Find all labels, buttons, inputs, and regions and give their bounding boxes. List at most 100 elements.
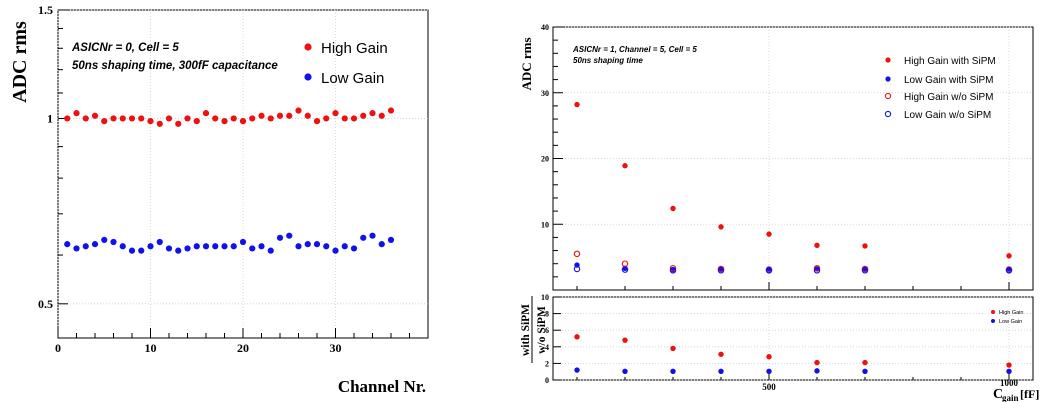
right-x-axis-label-unit: [fF] — [1020, 387, 1039, 401]
left-point-high-gain — [276, 112, 284, 119]
right-ratio-point-low-gain — [814, 368, 820, 374]
left-x-tick-label: 0 — [55, 341, 61, 355]
left-point-high-gain — [341, 115, 348, 122]
left-point-high-gain — [249, 115, 256, 122]
right-x-axis-label-sub: gain — [1002, 393, 1019, 402]
right-point-high-gain-with-sipm — [1006, 253, 1012, 259]
left-point-low-gain — [276, 234, 284, 241]
left-point-low-gain — [369, 232, 376, 239]
left-point-low-gain — [258, 243, 265, 250]
left-point-high-gain — [193, 118, 200, 125]
right-point-low-gain-without-sipm — [1005, 267, 1013, 274]
left-x-tick-label: 10 — [145, 341, 157, 355]
left-point-high-gain — [110, 115, 117, 122]
right-legend-marker-0 — [885, 57, 891, 63]
left-legend: High Gain Low Gain — [304, 40, 388, 87]
right-points — [573, 101, 1013, 374]
right-ratio-point-high-gain — [1006, 362, 1012, 368]
left-point-high-gain — [202, 110, 210, 117]
right-ratio-point-high-gain — [622, 337, 628, 343]
right-ratio-point-low-gain — [718, 368, 724, 374]
right-x-axis-label-main: C — [993, 387, 1003, 402]
right-ratio-point-high-gain — [670, 345, 676, 352]
left-x-tick-label: 20 — [237, 341, 249, 355]
left-point-high-gain — [267, 115, 274, 122]
left-point-low-gain — [239, 238, 247, 246]
left-point-low-gain — [128, 247, 136, 254]
left-point-high-gain — [101, 118, 108, 125]
left-point-high-gain — [313, 118, 321, 125]
right-point-high-gain-with-sipm — [718, 224, 724, 230]
left-point-high-gain — [286, 112, 293, 119]
right-ticks: 500 1000 10 20 30 40 0 2 4 6 8 10 — [541, 23, 1019, 392]
right-y-axis-label: ADC rms — [519, 37, 534, 90]
left-point-high-gain — [369, 110, 376, 117]
right-ratio-legend: High Gain Low Gain — [991, 310, 1023, 325]
left-legend-marker-low-gain — [304, 73, 312, 81]
left-point-high-gain — [165, 115, 173, 122]
left-point-low-gain — [341, 243, 348, 250]
left-point-low-gain — [378, 241, 385, 248]
left-point-low-gain — [267, 247, 274, 254]
right-point-low-gain-without-sipm — [717, 267, 725, 274]
right-point-high-gain-with-sipm — [574, 101, 580, 108]
right-ratio-point-low-gain — [670, 368, 676, 374]
right-ratio-point-high-gain — [862, 359, 868, 366]
right-point-high-gain-with-sipm — [814, 242, 820, 248]
left-point-high-gain — [295, 107, 302, 114]
left-point-low-gain — [323, 243, 330, 250]
left-point-high-gain — [128, 115, 136, 122]
right-ratio-point-low-gain — [766, 368, 772, 374]
right-y-tick-label: 10 — [541, 220, 549, 229]
left-point-high-gain — [212, 115, 219, 122]
right-legend-marker-3 — [884, 110, 892, 118]
left-point-low-gain — [230, 243, 237, 250]
right-ratio-y-tick-label: 0 — [545, 376, 549, 385]
left-y-tick-label: 1.5 — [38, 3, 53, 17]
right-ratio-y-label: with SiPM w/o SiPM — [520, 296, 548, 363]
left-point-high-gain — [138, 115, 145, 122]
right-ratio-y-tick-label: 4 — [545, 343, 549, 352]
right-point-low-gain-without-sipm — [669, 267, 677, 274]
left-point-low-gain — [64, 241, 71, 248]
left-point-low-gain — [249, 245, 256, 252]
right-point-high-gain-with-sipm — [766, 231, 772, 237]
left-y-axis-label: ADC rms — [9, 21, 31, 103]
left-point-low-gain — [156, 238, 163, 246]
left-point-low-gain — [119, 243, 126, 250]
left-point-low-gain — [221, 243, 228, 250]
left-chart: 0 10 20 30 0.5 1 1.5 ADC rms Channel Nr. ASICN… — [9, 3, 429, 396]
left-point-low-gain — [295, 243, 302, 250]
left-point-high-gain — [147, 118, 154, 125]
right-point-high-gain-with-sipm — [862, 243, 868, 249]
right-ratio-legend-label-0: High Gain — [999, 310, 1023, 316]
left-point-high-gain — [184, 115, 191, 122]
left-point-high-gain — [323, 115, 330, 122]
left-point-low-gain — [138, 247, 145, 254]
left-point-low-gain — [165, 245, 173, 252]
left-point-low-gain — [82, 243, 89, 250]
right-y-tick-label: 20 — [541, 155, 549, 164]
right-x-tick-label: 1000 — [1000, 378, 1019, 388]
right-ratio-y-tick-label: 10 — [541, 293, 549, 302]
right-ratio-legend-label-1: Low Gain — [999, 319, 1022, 325]
left-grid — [57, 9, 428, 338]
left-point-low-gain — [286, 232, 293, 239]
right-ratio-point-low-gain — [622, 368, 628, 374]
left-point-low-gain — [332, 247, 339, 254]
right-point-high-gain-with-sipm — [670, 205, 676, 212]
left-point-low-gain — [350, 245, 358, 252]
left-x-axis-label: Channel Nr. — [338, 377, 426, 396]
right-ratio-point-low-gain — [1006, 368, 1012, 374]
right-y-tick-label: 30 — [541, 89, 549, 98]
left-point-high-gain — [350, 115, 358, 122]
right-ratio-y-tick-label: 8 — [545, 310, 549, 319]
right-x-axis-label: C gain [fF] — [993, 387, 1039, 402]
left-ticks: 0 10 20 30 0.5 1 1.5 — [38, 3, 410, 355]
left-x-tick-label: 30 — [330, 341, 342, 355]
right-legend: High Gain with SiPM Low Gain with SiPM H… — [884, 56, 996, 121]
left-point-high-gain — [221, 118, 228, 125]
right-legend-label-0: High Gain with SiPM — [904, 56, 996, 67]
right-annotation-line-2: 50ns shaping time — [573, 56, 643, 65]
right-point-high-gain-with-sipm — [622, 163, 628, 169]
